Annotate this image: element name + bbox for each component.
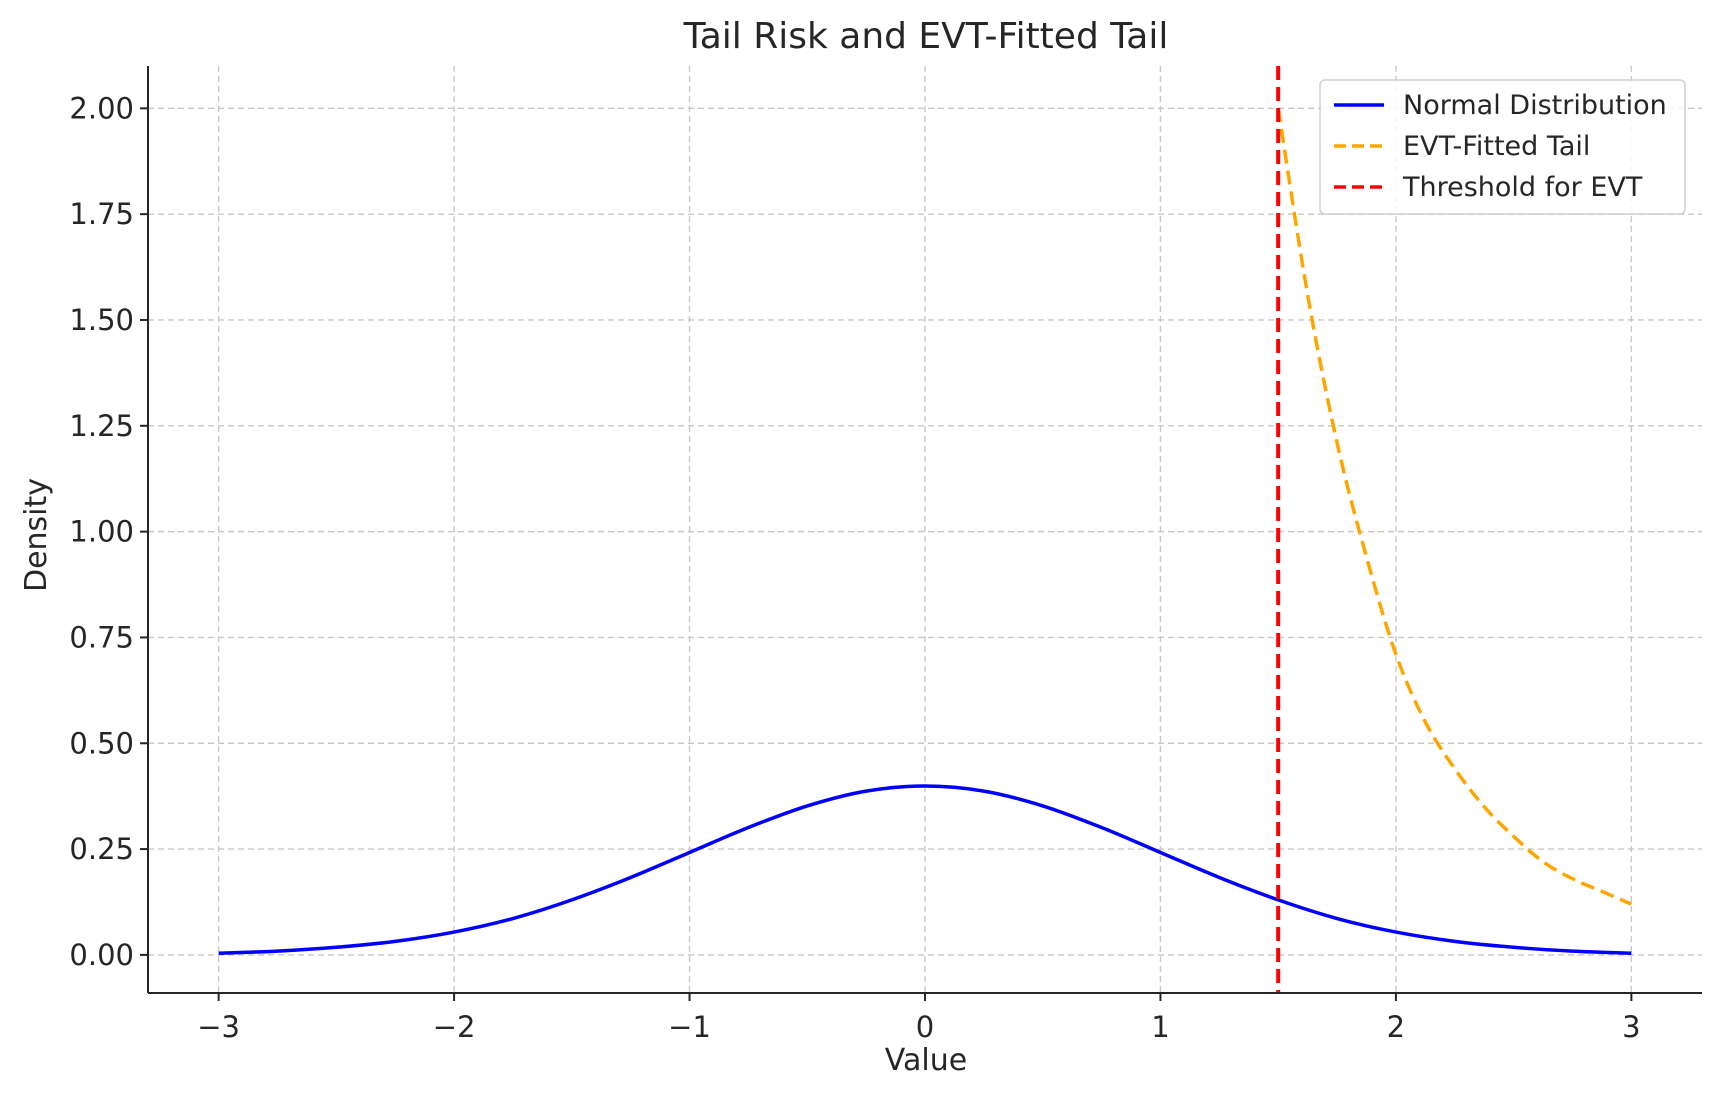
y-tick-label: 0.00 <box>69 938 134 972</box>
normal-distribution-line <box>218 784 1632 955</box>
x-tick-label: −3 <box>197 1010 240 1044</box>
y-tick-label: 0.50 <box>69 726 134 760</box>
legend-label-evt-fitted-tail: EVT-Fitted Tail <box>1403 131 1590 162</box>
y-tick-label: 1.75 <box>69 197 134 231</box>
y-tick-label: 1.00 <box>69 515 134 549</box>
y-tick-label: 1.50 <box>69 303 134 337</box>
series-layer <box>218 66 1633 993</box>
x-tick-label: 3 <box>1622 1010 1640 1044</box>
y-tick-label: 1.25 <box>69 409 134 443</box>
ticks: −3 −2 −1 0 1 2 3 0.00 0.25 0.50 0.75 1.00 1.25 1.50 1.… <box>69 91 1640 1044</box>
legend-label-threshold-for-evt: Threshold for EVT <box>1402 172 1643 203</box>
chart-title: Tail Risk and EVT-Fitted Tail <box>683 16 1169 57</box>
y-tick-label: 2.00 <box>69 91 134 125</box>
y-tick-label: 0.75 <box>69 620 134 654</box>
x-tick-label: −1 <box>668 1010 711 1044</box>
legend-box <box>1319 79 1686 215</box>
legend: Normal Distribution EVT-Fitted Tail Thresh… <box>1319 79 1686 215</box>
x-tick-label: 0 <box>916 1010 934 1044</box>
x-tick-label: 1 <box>1151 1010 1169 1044</box>
x-axis-title: Value <box>885 1043 967 1078</box>
x-tick-label: 2 <box>1387 1010 1405 1044</box>
y-axis-title: Density <box>19 478 54 592</box>
evt-fitted-tail-line <box>1276 108 1633 906</box>
y-tick-label: 0.25 <box>69 832 134 866</box>
x-tick-label: −2 <box>433 1010 476 1044</box>
legend-label-normal-distribution: Normal Distribution <box>1403 90 1667 121</box>
